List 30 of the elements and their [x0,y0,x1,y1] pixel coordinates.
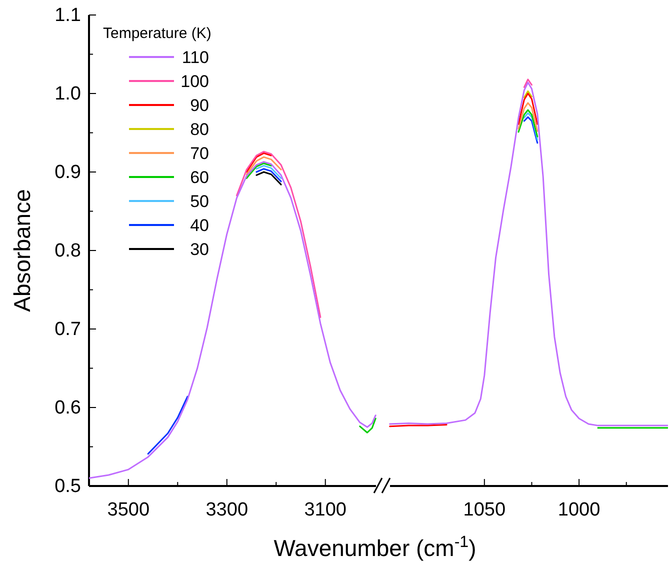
line-series [246,152,272,173]
x-tick-label: 3500 [107,500,150,521]
y-tick-label: 0.9 [54,162,81,184]
x-tick-label: 1000 [558,500,600,521]
legend-label: 60 [190,168,209,187]
y-tick-label: 1.0 [54,84,81,105]
y-tick-label: 0.7 [54,319,81,340]
legend-label: 70 [190,144,209,163]
y-tick-label: 0.6 [54,398,81,419]
legend-label: 100 [180,72,209,91]
legend-label: 40 [190,216,209,235]
line-series [89,161,376,479]
y-tick-label: 1.1 [54,5,81,26]
line-series [256,164,282,180]
legend-label: 80 [190,120,209,139]
line-series [246,156,282,176]
line-series [236,150,322,318]
y-axis-title: Absorbance [9,189,35,312]
legend-label: 30 [190,240,209,259]
x-tick-label: 3100 [304,500,347,521]
legend-title: Temperature (K) [103,25,212,42]
y-tick-label: 0.8 [54,240,81,262]
x-tick-label: 1050 [463,500,506,521]
line-series [256,171,282,186]
y-tick-label: 0.5 [54,476,81,498]
legend-label: 50 [190,192,209,211]
x-axis-title: Wavenumber (cm$^{-1}$) [274,533,476,561]
x-tick-label: 3300 [206,500,248,521]
legend-label: 110 [182,48,209,67]
legend-label: 90 [190,96,209,115]
